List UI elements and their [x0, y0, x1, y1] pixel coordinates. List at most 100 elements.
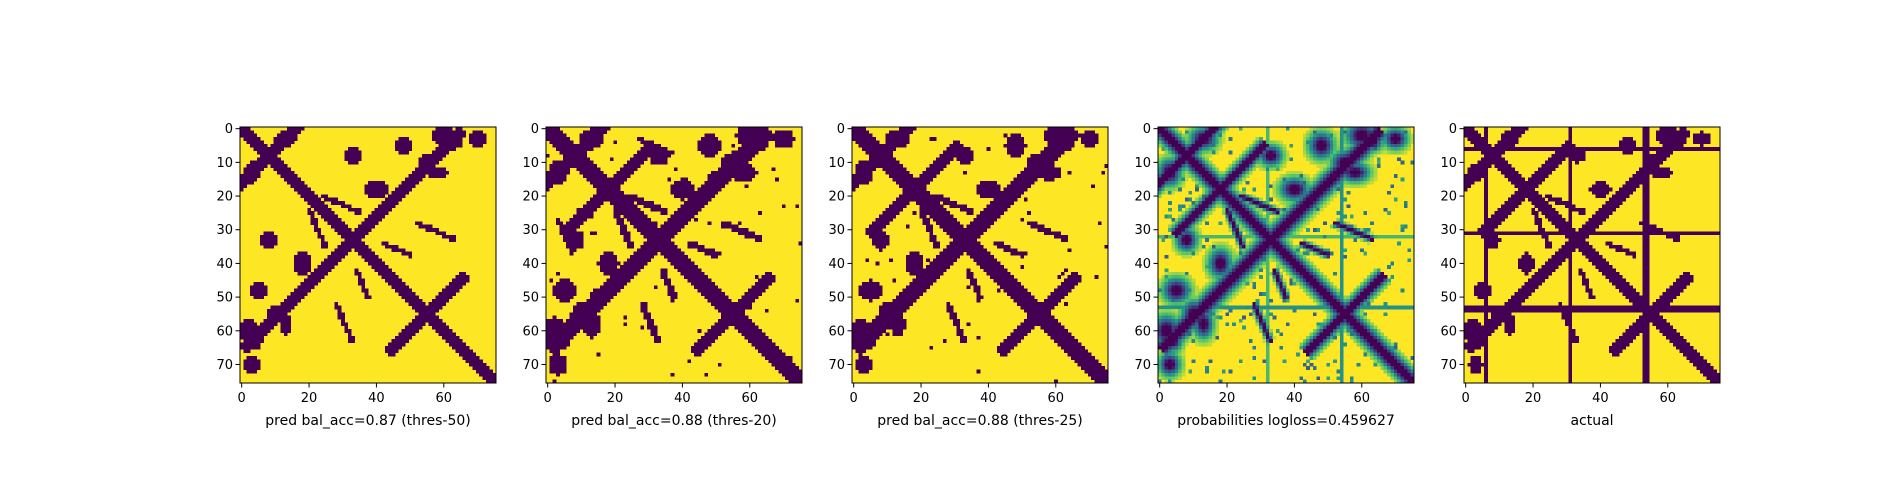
heatmap-cell [1356, 130, 1361, 135]
heatmap-cell [956, 153, 961, 158]
heatmap-cell [583, 329, 587, 333]
heatmap-cell [250, 285, 254, 290]
heatmap-cell [775, 362, 779, 367]
y-tick-label: 70 [828, 358, 845, 373]
heatmap-cell [394, 244, 399, 249]
heatmap-cell [610, 180, 614, 185]
heatmap-cell [562, 133, 567, 138]
heatmap-cell [949, 261, 954, 266]
heatmap-cell [243, 170, 248, 175]
heatmap-cell [895, 302, 900, 306]
heatmap-cell [432, 133, 436, 138]
heatmap-cell [959, 150, 964, 155]
heatmap-cell [388, 197, 392, 202]
heatmap-cell [562, 322, 567, 327]
heatmap-cell [569, 319, 574, 323]
heatmap-cell [401, 180, 406, 185]
heatmap-cell [711, 170, 715, 175]
heatmap-cell [394, 281, 399, 286]
heatmap-cell [579, 244, 584, 249]
heatmap-cell [949, 224, 954, 229]
heatmap-cell [640, 221, 645, 226]
heatmap-cell [738, 157, 742, 162]
heatmap-cell [1013, 191, 1018, 195]
heatmap-cell [448, 137, 453, 141]
heatmap-cell [694, 191, 698, 195]
heatmap-cell [1057, 231, 1062, 236]
heatmap-cell [378, 194, 382, 199]
heatmap-cell [1033, 224, 1038, 229]
y-tick-label: 0 [837, 122, 845, 137]
heatmap-cell [1064, 349, 1068, 354]
heatmap-cell [1020, 298, 1025, 303]
heatmap-cell [738, 140, 742, 145]
heatmap-cell [260, 335, 264, 340]
heatmap-cell [391, 275, 396, 279]
heatmap-cell [384, 265, 389, 269]
heatmap-cell [371, 194, 376, 199]
heatmap-cell [374, 180, 379, 185]
heatmap-cell [892, 325, 897, 330]
heatmap-cell [583, 147, 587, 151]
heatmap-cell [905, 265, 910, 269]
heatmap-cell [364, 295, 369, 300]
heatmap-cell [788, 140, 793, 145]
heatmap-cell [401, 285, 406, 290]
heatmap-cell [613, 275, 618, 279]
heatmap-cells [240, 127, 497, 384]
heatmap-cell [916, 285, 920, 290]
heatmap-cell [398, 140, 403, 145]
heatmap-cell [270, 305, 275, 310]
heatmap-cell [895, 201, 900, 205]
heatmap-cell [660, 251, 665, 256]
heatmap-cell [714, 255, 719, 259]
heatmap-cell [287, 177, 291, 182]
heatmap-cell [606, 261, 611, 266]
heatmap-cell [341, 234, 345, 239]
heatmap-cell [287, 305, 291, 310]
heatmap-cell [902, 127, 907, 131]
heatmap-cell [775, 143, 779, 148]
heatmap-cell [452, 342, 456, 347]
heatmap-cell [724, 160, 729, 165]
heatmap-cell [1047, 150, 1052, 155]
heatmap-cell [640, 244, 645, 249]
heatmap-cell [895, 332, 900, 337]
heatmap-cell [744, 143, 749, 148]
heatmap-cell [704, 251, 709, 256]
heatmap-cell [401, 332, 406, 337]
heatmap-cell [465, 278, 470, 283]
heatmap-cell [963, 234, 967, 239]
heatmap-cell [432, 160, 436, 165]
heatmap-cell [788, 379, 793, 384]
heatmap-cell [996, 207, 1001, 212]
heatmap-cell [905, 187, 910, 192]
heatmap-cell [990, 255, 994, 259]
heatmap-cell [663, 147, 668, 151]
heatmap-cell [882, 217, 887, 222]
heatmap-cell [1074, 130, 1079, 135]
heatmap-cell [246, 335, 251, 340]
heatmap-cell [721, 221, 725, 226]
heatmap-cell [932, 201, 937, 205]
heatmap-cell [697, 268, 702, 273]
heatmap-cell [872, 332, 876, 337]
heatmap-cell [633, 207, 638, 212]
heatmap-cell [472, 366, 477, 370]
heatmap-cell [603, 191, 607, 195]
heatmap-cell [734, 308, 739, 313]
heatmap-cell [865, 167, 870, 172]
heatmap-cell [852, 180, 856, 185]
heatmap-cell [711, 281, 715, 286]
heatmap-cell [892, 302, 897, 306]
heatmap-cell [388, 194, 392, 199]
heatmap-cell [1067, 140, 1072, 145]
heatmap-cell [623, 170, 628, 175]
heatmap-cell [263, 285, 268, 290]
heatmap-cell [361, 241, 365, 246]
heatmap-cell [973, 221, 977, 226]
heatmap-cell [562, 157, 567, 162]
heatmap-cell [472, 133, 477, 138]
heatmap-cell [677, 214, 682, 219]
